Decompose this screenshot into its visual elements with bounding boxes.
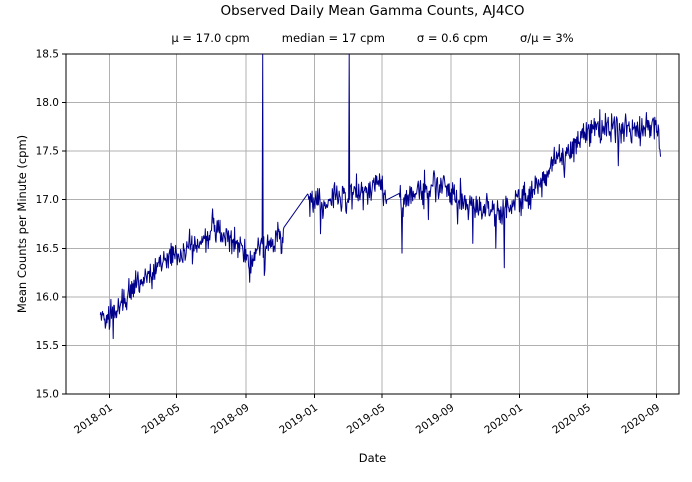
x-tick-label: 2018-09 [209, 402, 252, 437]
y-tick-label: 18.5 [36, 49, 59, 61]
x-axis-label: Date [358, 451, 387, 465]
y-axis-label: Mean Counts per Minute (cpm) [15, 135, 29, 313]
stat-sigma-over-mu: σ/μ = 3% [519, 31, 574, 45]
y-tick-label: 15.5 [36, 340, 59, 352]
stat-median: median = 17 cpm [281, 31, 385, 45]
y-tick-label: 17.5 [36, 146, 59, 158]
x-tick-label: 2019-01 [277, 402, 320, 437]
x-tick-label: 2018-01 [72, 402, 115, 437]
stat-mean: μ = 17.0 cpm [171, 31, 250, 45]
stat-sigma: σ = 0.6 cpm [416, 31, 488, 45]
x-tick-label: 2019-05 [345, 402, 388, 437]
chart-subtitle-stats: μ = 17.0 cpm median = 17 cpm σ = 0.6 cpm… [66, 31, 679, 45]
chart-title: Observed Daily Mean Gamma Counts, AJ4CO [220, 3, 525, 19]
y-tick-label: 16.5 [36, 243, 59, 255]
x-tick-label: 2020-09 [619, 402, 662, 437]
y-tick-label: 15.0 [36, 389, 59, 401]
y-tick-label: 17.0 [36, 194, 59, 206]
axes-frame [65, 53, 680, 395]
y-tick-label: 18.0 [36, 97, 59, 109]
x-tick-label: 2018-05 [140, 402, 183, 437]
x-tick-label: 2020-05 [550, 402, 593, 437]
data-series-path [99, 54, 661, 340]
x-tick-label: 2020-01 [482, 402, 525, 437]
x-tick-label: 2019-09 [414, 402, 457, 437]
y-tick-label: 16.0 [36, 291, 59, 303]
